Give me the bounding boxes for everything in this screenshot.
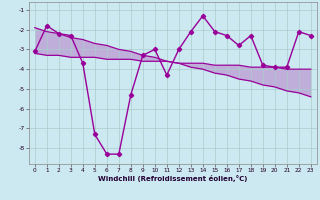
X-axis label: Windchill (Refroidissement éolien,°C): Windchill (Refroidissement éolien,°C) (98, 175, 247, 182)
